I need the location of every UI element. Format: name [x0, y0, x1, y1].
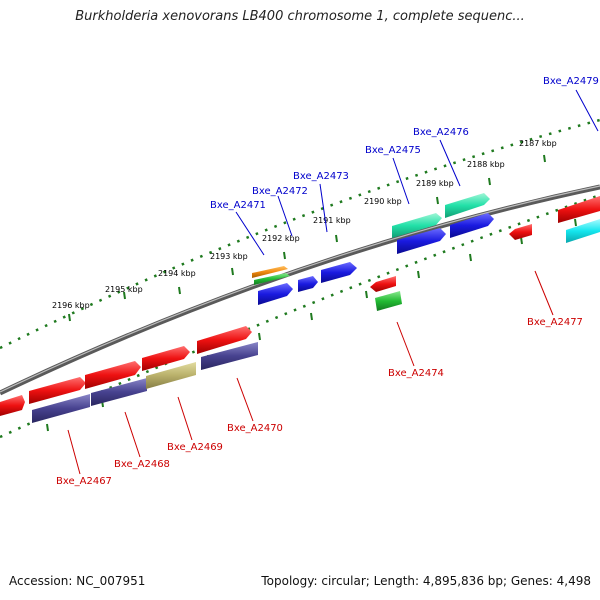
- gene-label[interactable]: Bxe_A2467: [56, 476, 112, 487]
- outer-major-ticks: [68, 154, 546, 322]
- position-labels: 2196 kbp 2195 kbp 2194 kbp 2193 kbp 2192…: [52, 139, 557, 310]
- kbp-label: 2195 kbp: [105, 285, 143, 294]
- chromosome-backbone: [0, 184, 600, 396]
- gene-feature[interactable]: [252, 266, 288, 278]
- gene-feature[interactable]: [370, 276, 396, 292]
- kbp-label: 2190 kbp: [364, 197, 402, 206]
- forward-genes: [0, 193, 600, 416]
- gene-label[interactable]: Bxe_A2475: [365, 145, 421, 156]
- gene-label[interactable]: Bxe_A2474: [388, 368, 444, 379]
- gene-label[interactable]: Bxe_A2472: [252, 186, 308, 197]
- gene-label[interactable]: Bxe_A2477: [527, 317, 583, 328]
- kbp-label: 2188 kbp: [467, 160, 505, 169]
- gene-feature[interactable]: [201, 342, 258, 370]
- kbp-label: 2189 kbp: [416, 179, 454, 188]
- map-title: Burkholderia xenovorans LB400 chromosome…: [75, 9, 525, 24]
- gene-label[interactable]: Bxe_A2473: [293, 171, 349, 182]
- gene-feature[interactable]: [29, 377, 86, 404]
- gene-feature[interactable]: [91, 378, 147, 406]
- backbone-highlight: [0, 185, 600, 393]
- reverse-genes: [32, 219, 600, 423]
- gene-feature[interactable]: [566, 219, 600, 243]
- gene-feature[interactable]: [254, 273, 290, 285]
- accession-text: Accession: NC_007951: [9, 574, 146, 588]
- genome-stats-text: Topology: circular; Length: 4,895,836 bp…: [261, 574, 591, 588]
- gene-feature[interactable]: [142, 346, 190, 371]
- gene-feature[interactable]: [298, 276, 318, 292]
- gene-label[interactable]: Bxe_A2469: [167, 442, 223, 453]
- gene-feature[interactable]: [85, 361, 141, 389]
- gene-feature[interactable]: [321, 262, 357, 283]
- kbp-label: 2196 kbp: [52, 301, 90, 310]
- kbp-label: 2187 kbp: [519, 139, 557, 148]
- kbp-label: 2194 kbp: [158, 269, 196, 278]
- gene-label[interactable]: Bxe_A2470: [227, 423, 283, 434]
- gene-feature[interactable]: [445, 193, 490, 218]
- gene-feature[interactable]: [197, 326, 252, 354]
- inner-major-ticks: [46, 218, 577, 432]
- gene-feature[interactable]: [258, 283, 293, 305]
- gene-labels-top: Bxe_A2471 Bxe_A2472 Bxe_A2473 Bxe_A2475 …: [210, 76, 599, 211]
- gene-feature[interactable]: [375, 291, 402, 311]
- gene-label[interactable]: Bxe_A2476: [413, 127, 469, 138]
- gene-feature[interactable]: [558, 196, 600, 223]
- gene-label[interactable]: Bxe_A2479: [543, 76, 599, 87]
- gene-feature[interactable]: [392, 213, 442, 238]
- gene-feature[interactable]: [146, 362, 196, 389]
- gene-feature[interactable]: [32, 394, 90, 423]
- leader-lines: [67, 89, 599, 475]
- kbp-label: 2192 kbp: [262, 234, 300, 243]
- kbp-label: 2191 kbp: [313, 216, 351, 225]
- gene-feature[interactable]: [0, 395, 25, 416]
- gene-feature[interactable]: [450, 213, 494, 238]
- gene-feature[interactable]: [509, 224, 532, 240]
- gene-label[interactable]: Bxe_A2468: [114, 459, 170, 470]
- gene-labels-bottom: Bxe_A2467 Bxe_A2468 Bxe_A2469 Bxe_A2470 …: [56, 317, 583, 487]
- gene-feature[interactable]: [397, 228, 446, 254]
- gene-label[interactable]: Bxe_A2471: [210, 200, 266, 211]
- kbp-label: 2193 kbp: [210, 252, 248, 261]
